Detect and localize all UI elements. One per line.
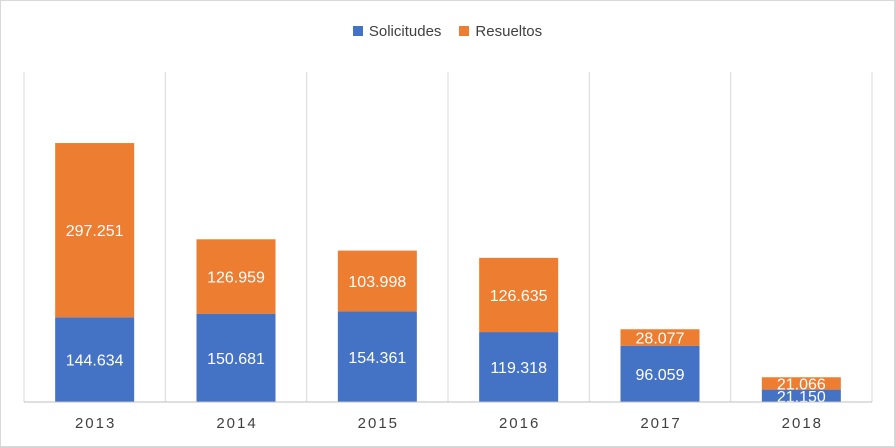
x-tick-label-2018: 2018 xyxy=(782,415,823,432)
legend-swatch-resueltos xyxy=(459,26,470,36)
bar-solicitudes-2017 xyxy=(620,345,700,402)
bar-resueltos-2016 xyxy=(479,257,559,333)
data-label-resueltos-2018: 21.066 xyxy=(777,376,826,393)
data-label-solicitudes-2015: 154.361 xyxy=(348,350,406,367)
x-tick-label-2016: 2016 xyxy=(499,415,540,432)
data-label-solicitudes-2017: 96.059 xyxy=(636,367,685,384)
data-label-resueltos-2017: 28.077 xyxy=(636,330,685,347)
data-label-solicitudes-2014: 150.681 xyxy=(207,351,265,368)
legend-label-solicitudes: Solicitudes xyxy=(368,22,442,40)
bar-solicitudes-2016 xyxy=(479,332,559,402)
bar-solicitudes-2013 xyxy=(55,317,135,402)
bar-resueltos-2015 xyxy=(337,250,417,312)
data-label-resueltos-2014: 126.959 xyxy=(207,270,265,287)
bar-solicitudes-2014 xyxy=(196,313,276,402)
x-tick-label-2015: 2015 xyxy=(358,415,399,432)
data-label-resueltos-2016: 126.635 xyxy=(490,288,548,305)
x-tick-label-2014: 2014 xyxy=(216,415,257,432)
bar-solicitudes-2015 xyxy=(337,311,417,402)
bar-resueltos-2013 xyxy=(55,143,135,318)
bar-resueltos-2018 xyxy=(761,377,841,390)
legend-item-resueltos: Resueltos xyxy=(459,23,542,40)
bar-resueltos-2017 xyxy=(620,329,700,346)
legend-item-solicitudes: Solicitudes xyxy=(352,22,442,40)
x-tick-label-2017: 2017 xyxy=(640,415,681,432)
legend-label-resueltos: Resueltos xyxy=(475,22,543,40)
data-label-resueltos-2015: 103.998 xyxy=(348,274,406,291)
bar-resueltos-2014 xyxy=(196,239,276,314)
data-label-solicitudes-2016: 119.318 xyxy=(490,360,547,377)
chart-legend: Solicitudes Resueltos xyxy=(0,20,895,42)
bar-solicitudes-2018 xyxy=(761,389,841,402)
data-label-solicitudes-2013: 144.634 xyxy=(66,353,124,370)
data-label-resueltos-2013: 297.251 xyxy=(66,223,124,240)
legend-swatch-solicitudes xyxy=(352,26,363,36)
x-tick-label-2013: 2013 xyxy=(75,415,116,432)
